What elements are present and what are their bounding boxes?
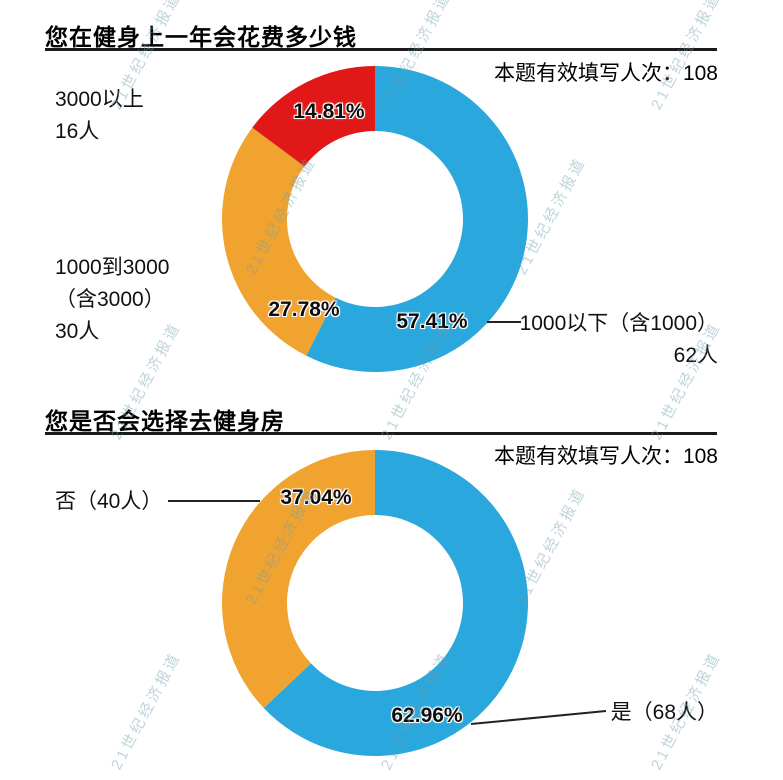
chart1-label-1000-to-3000: 1000到3000 （含3000） 30人 [55,252,169,348]
label-text: 30人 [55,320,100,343]
chart2-valid-responses-note: 本题有效填写人次：108 [493,445,718,468]
donut-slice [252,66,375,167]
chart1-title-rule [45,48,717,51]
watermark-text: 21世纪经济报道 [108,649,185,773]
pct-label-under-1000: 57.41% [396,310,468,333]
label-text: 16人 [55,120,100,143]
donut-slice [306,66,528,372]
label-text: 1000以下（含1000） [519,312,718,335]
chart2-title: 您是否会选择去健身房 [45,408,285,434]
donut-slice [263,450,528,756]
label-text: 1000到3000 [55,256,170,279]
donut-chart-gym-choice [222,450,528,756]
chart2-label-no: 否（40人） [55,490,163,513]
donut-slice [222,450,375,709]
chart2-label-yes: 是（68人） [610,701,718,724]
donut-chart-annual-spending [221,66,528,372]
chart1-title: 您在健身上一年会花费多少钱 [45,24,357,50]
donut-slice [221,127,336,356]
pct-label-yes: 62.96% [391,704,463,727]
chart1-label-over-3000: 3000以上 16人 [55,84,144,148]
pct-label-1000-to-3000: 27.78% [268,298,340,321]
pct-label-over-3000: 14.81% [293,100,365,123]
chart2-title-rule [45,432,717,435]
chart1-valid-responses-note: 本题有效填写人次：108 [493,62,718,85]
pct-label-no: 37.04% [280,486,352,509]
label-text: 62人 [673,344,718,367]
chart1-label-under-1000: 1000以下（含1000） 62人 [520,308,718,372]
label-text: （含3000） [55,288,165,311]
label-text: 3000以上 [55,88,144,111]
